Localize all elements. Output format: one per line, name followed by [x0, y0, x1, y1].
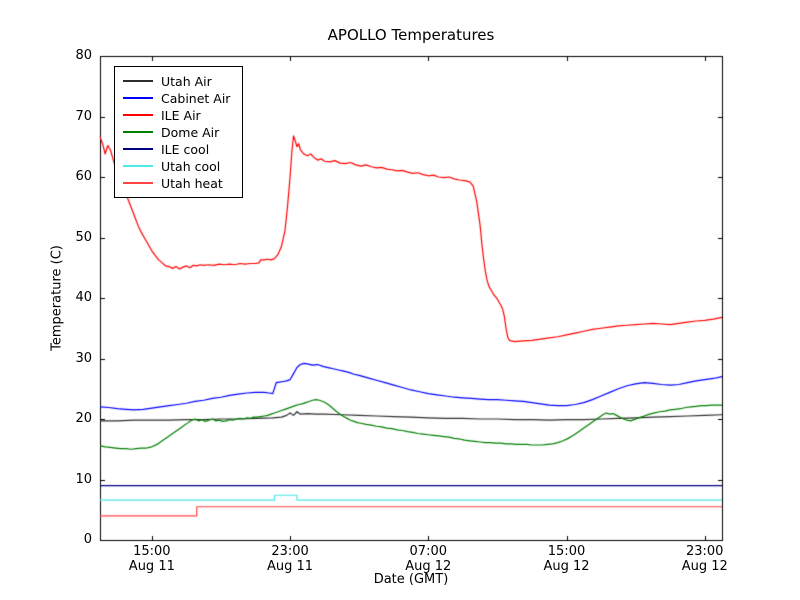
x-tick-label: 15:00 Aug 11 [128, 544, 175, 574]
chart-title: APOLLO Temperatures [327, 26, 495, 44]
y-tick-label: 70 [75, 108, 92, 124]
legend-item: Utah Air [123, 73, 230, 89]
legend-label: ILE cool [161, 141, 210, 157]
x-tick-label: 23:00 Aug 11 [267, 544, 314, 574]
y-tick-label: 10 [75, 471, 92, 487]
y-tick-label: 80 [75, 48, 92, 63]
legend-item: ILE cool [123, 141, 230, 157]
legend-item: Cabinet Air [123, 90, 230, 106]
x-tick-label: 15:00 Aug 12 [543, 544, 590, 574]
legend-line-swatch [123, 131, 153, 133]
y-tick-label: 0 [83, 532, 92, 547]
y-tick-label: 40 [75, 290, 92, 305]
legend-item: Dome Air [123, 124, 230, 140]
y-tick-label: 30 [75, 350, 92, 366]
y-tick-label: 20 [75, 411, 92, 426]
y-tick-labels: 0 10 20 30 40 50 60 70 80 [0, 0, 92, 600]
legend-item: Utah cool [123, 158, 230, 174]
legend-line-swatch [123, 80, 153, 82]
legend-label: Utah Air [161, 73, 212, 89]
legend: Utah Air Cabinet Air ILE Air Dome Air ILE co… [114, 66, 244, 198]
legend-label: Cabinet Air [161, 90, 231, 106]
y-tick-label: 50 [75, 229, 92, 245]
y-tick-label: 60 [75, 169, 92, 184]
x-axis-label: Date (GMT) [373, 572, 449, 587]
legend-line-swatch [123, 97, 153, 99]
legend-label: Utah cool [161, 158, 221, 174]
legend-line-swatch [123, 114, 153, 116]
legend-label: Utah heat [161, 175, 223, 191]
x-tick-label: 23:00 Aug 12 [681, 544, 728, 574]
legend-line-swatch [123, 148, 153, 150]
legend-item: Utah heat [123, 175, 230, 191]
legend-label: Dome Air [161, 124, 220, 140]
legend-line-swatch [123, 182, 153, 184]
x-tick-label: 07:00 Aug 12 [405, 544, 452, 574]
legend-label: ILE Air [161, 107, 201, 123]
legend-line-swatch [123, 165, 153, 167]
legend-item: ILE Air [123, 107, 230, 123]
